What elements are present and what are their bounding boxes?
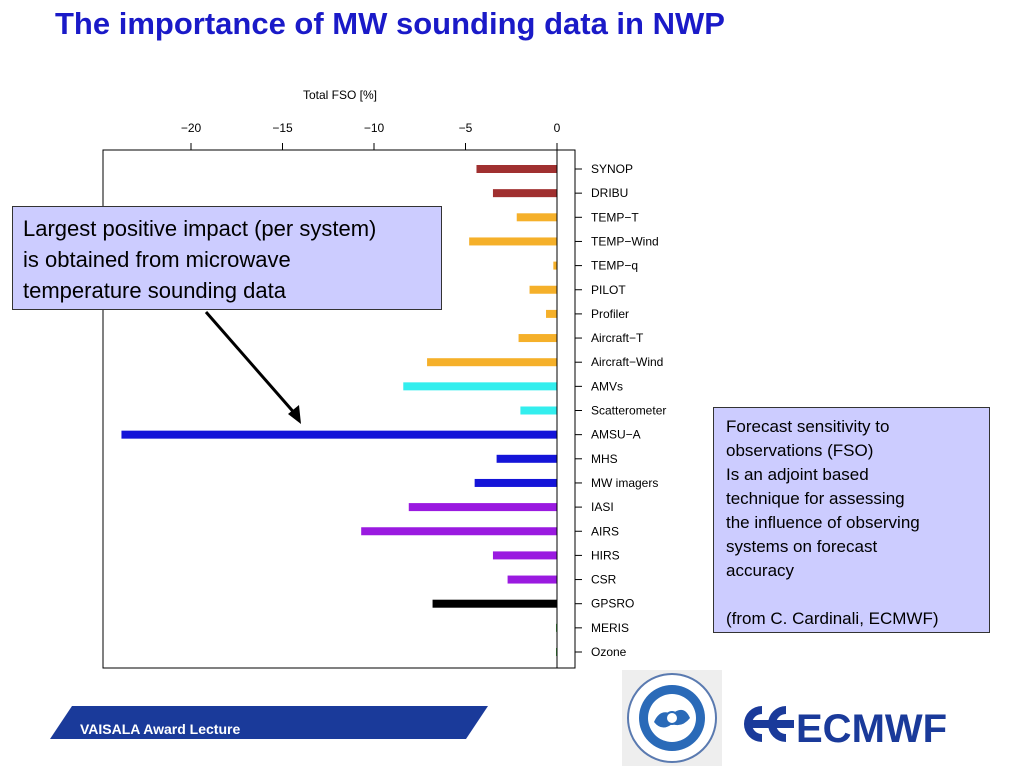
bar [361, 527, 557, 536]
x-axis: −20 −15 −10 −5 0 [181, 121, 561, 150]
y-tick-label: AIRS [591, 524, 619, 538]
y-tick-label: GPSRO [591, 597, 634, 611]
y-tick-label: HIRS [591, 548, 620, 562]
y-axis: SYNOP DRIBU TEMP−T TEMP−Wind TEMP−q PILOT Prof… [575, 162, 666, 659]
x-tick-label: −20 [181, 121, 202, 135]
fso-info-line: Forecast sensitivity to [726, 417, 890, 436]
bar [427, 358, 557, 367]
y-tick-label: DRIBU [591, 186, 628, 200]
fso-info-box: Forecast sensitivity to observations (FS… [713, 407, 990, 633]
fso-info-line: systems on forecast [726, 537, 878, 556]
y-tick-label: TEMP−q [591, 259, 638, 273]
footer-label: VAISALA Award Lecture [80, 721, 241, 737]
bar [553, 261, 557, 270]
fso-info-line: Is an adjoint based [726, 465, 869, 484]
fso-info-line: observations (FSO) [726, 441, 874, 460]
bar [496, 454, 557, 463]
bar [516, 213, 557, 222]
y-tick-label: MW imagers [591, 476, 658, 490]
callout-arrow [204, 311, 299, 417]
impact-callout-line: temperature sounding data [23, 278, 286, 303]
bar [403, 382, 557, 391]
y-tick-label: TEMP−T [591, 210, 639, 224]
x-tick-label: 0 [554, 121, 561, 135]
ecmwf-logo: ECMWF [743, 706, 947, 748]
x-tick-label: −15 [272, 121, 293, 135]
y-tick-label: Aircraft−T [591, 331, 644, 345]
bar [469, 237, 557, 246]
y-tick-label: MHS [591, 452, 618, 466]
y-tick-label: SYNOP [591, 162, 633, 176]
bar [476, 165, 557, 173]
y-tick-label: Scatterometer [591, 404, 666, 418]
fso-info-line: accuracy [726, 561, 795, 580]
fso-info-spacer [726, 583, 977, 607]
bar [520, 406, 557, 415]
fso-info-line: technique for assessing [726, 489, 905, 508]
x-tick-label: −10 [364, 121, 385, 135]
impact-callout-line: is obtained from microwave [23, 247, 291, 272]
x-tick-label: −5 [459, 121, 473, 135]
y-tick-label: Aircraft−Wind [591, 355, 663, 369]
bar [492, 189, 557, 198]
y-tick-label: Ozone [591, 645, 627, 659]
bar [529, 285, 557, 294]
y-tick-label: AMVs [591, 379, 623, 393]
y-tick-label: TEMP−Wind [591, 234, 659, 248]
bar [492, 551, 557, 560]
bar [546, 309, 557, 318]
y-tick-label: MERIS [591, 621, 629, 635]
footer-banner [50, 706, 488, 739]
impact-callout: Largest positive impact (per system) is … [12, 206, 442, 310]
fso-info-line: (from C. Cardinali, ECMWF) [726, 609, 939, 628]
bar [432, 599, 557, 608]
y-tick-label: Profiler [591, 307, 629, 321]
bar [121, 430, 558, 439]
fso-info-line: the influence of observing [726, 513, 920, 532]
y-tick-label: PILOT [591, 283, 626, 297]
y-tick-label: IASI [591, 500, 614, 514]
bar [507, 575, 557, 584]
chart-title: Total FSO [%] [303, 88, 377, 102]
impact-callout-line: Largest positive impact (per system) [23, 216, 377, 241]
bar [474, 478, 557, 487]
y-tick-label: CSR [591, 573, 617, 587]
y-tick-label: AMSU−A [591, 428, 641, 442]
ecmwf-wordmark: ECMWF [796, 707, 947, 748]
plot-frame [102, 149, 576, 669]
bar [408, 503, 557, 512]
cma-logo [622, 670, 722, 766]
callout-arrowhead [288, 405, 301, 424]
bar-series [121, 165, 558, 656]
slide-title: The importance of MW sounding data in NW… [55, 6, 725, 41]
bar [518, 334, 557, 343]
